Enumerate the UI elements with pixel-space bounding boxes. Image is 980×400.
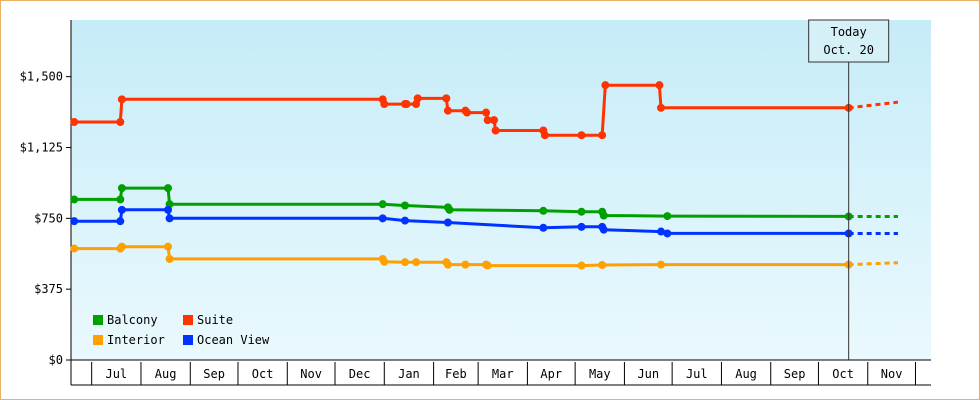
data-point [483,116,492,125]
data-point [378,214,387,223]
data-point [70,244,79,253]
data-point [380,257,389,266]
data-point [70,118,79,126]
legend-item-ocean-view: Ocean View [183,333,270,347]
legend-swatch [183,315,193,325]
data-point [577,207,586,216]
data-point [164,205,173,214]
data-point [657,227,666,236]
x-tick-label: Jul [105,367,127,381]
y-tick-label: $375 [34,282,63,296]
data-point [655,81,664,90]
data-point [657,260,666,269]
data-point [599,211,608,220]
y-tick-label: $750 [34,211,63,225]
x-tick-label: Oct [832,367,854,381]
x-tick-label: Dec [349,367,371,381]
x-tick-label: Apr [540,367,562,381]
data-point [462,108,471,117]
data-point [402,100,411,109]
data-point [482,108,491,117]
data-point [490,116,499,125]
today-label: Today [831,25,867,39]
data-point [117,95,126,104]
x-tick-label: Feb [445,367,467,381]
series-balcony [70,184,898,221]
legend-item-interior: Interior [93,333,165,347]
data-point [483,261,492,270]
series-suite [70,81,899,140]
data-point [577,261,586,270]
data-point [116,195,125,204]
legend-label: Interior [107,333,165,347]
data-point [412,258,421,267]
data-point [663,212,672,221]
data-point [164,184,173,193]
x-tick-label: May [589,367,611,381]
series-interior [70,242,899,270]
x-tick-label: Aug [155,367,177,381]
data-point [413,94,422,103]
legend-label: Suite [197,313,233,327]
data-point [599,225,608,234]
plot-area [71,20,931,360]
y-tick-label: $1,500 [20,70,63,84]
data-point [165,214,174,223]
data-point [164,242,173,251]
x-tick-label: Mar [492,367,514,381]
data-point [663,229,672,238]
today-box [808,19,890,63]
data-point [116,217,125,226]
x-tick-label: Nov [881,367,903,381]
legend-item-suite: Suite [183,313,233,327]
legend-item-balcony: Balcony [93,313,158,327]
data-point [540,131,549,140]
y-tick-label: $1,125 [20,141,63,155]
x-tick-label: Jun [637,367,659,381]
x-tick-label: Sep [203,367,225,381]
data-point [461,260,470,269]
data-point [598,131,607,140]
data-point [70,195,79,204]
data-point [577,222,586,231]
legend-swatch [183,335,193,345]
legend-label: Ocean View [197,333,270,347]
x-tick-label: Jan [398,367,420,381]
x-tick-label: Jul [686,367,708,381]
data-point [378,200,387,209]
data-point [117,184,126,193]
data-point [491,126,500,135]
data-point [442,94,451,103]
data-point [445,205,454,214]
data-point [443,106,452,115]
legend-swatch [93,335,103,345]
data-point [400,258,409,267]
data-point [400,216,409,225]
data-point [400,201,409,210]
data-point [539,206,548,215]
x-tick-label: Aug [735,367,757,381]
data-point [443,218,452,227]
data-point [380,100,389,109]
today-date: Oct. 20 [823,43,874,57]
data-point [116,118,125,126]
x-tick-label: Nov [300,367,322,381]
data-point [539,223,548,232]
data-point [117,242,126,251]
data-point [598,260,607,269]
data-point [601,81,610,90]
data-point [577,131,586,140]
legend-label: Balcony [107,313,158,327]
legend-swatch [93,315,103,325]
data-point [117,205,126,214]
x-tick-label: Sep [784,367,806,381]
data-point [443,260,452,269]
data-point [165,254,174,263]
x-tick-label: Oct [252,367,274,381]
data-point [657,103,666,112]
data-point [70,217,79,226]
y-tick-label: $0 [49,353,63,367]
